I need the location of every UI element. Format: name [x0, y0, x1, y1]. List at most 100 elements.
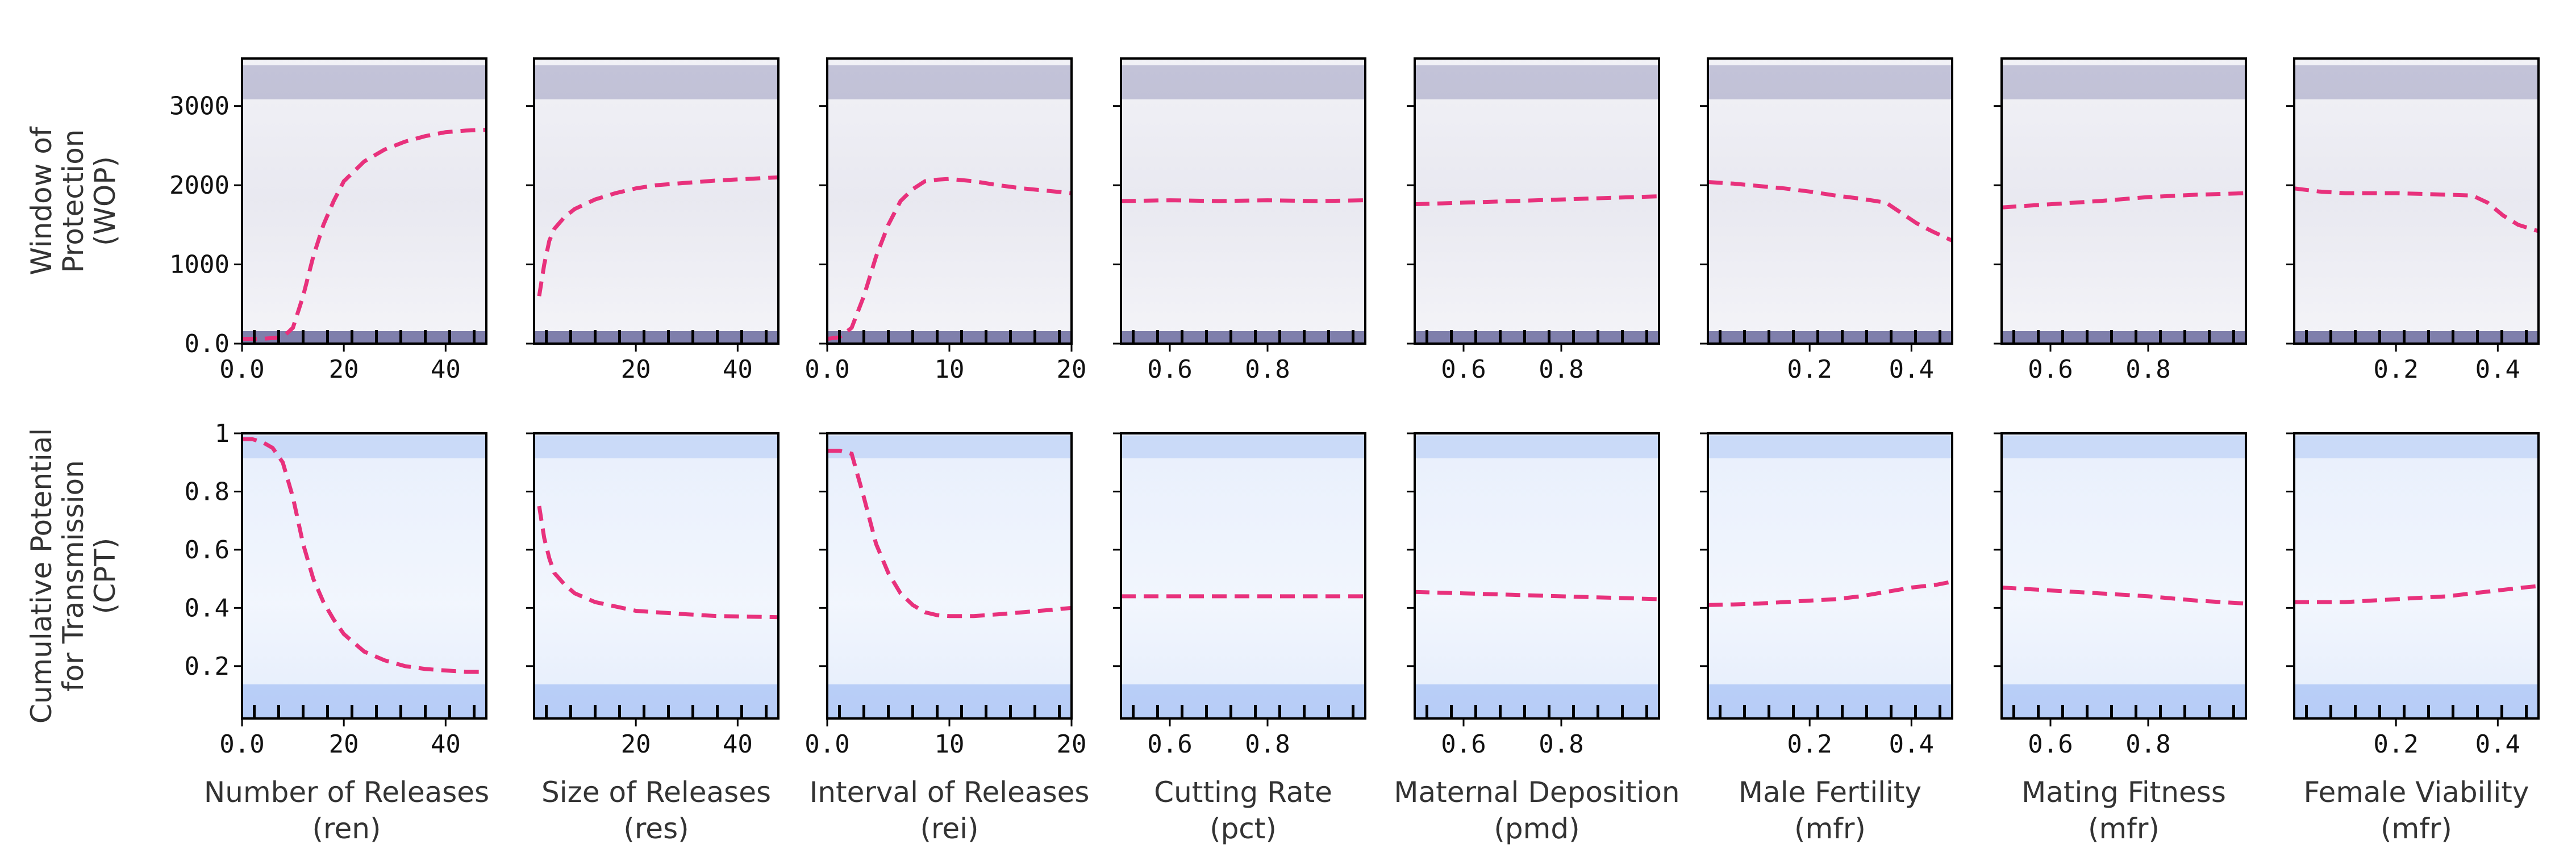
- x-tick-label: 0.6: [1147, 730, 1192, 759]
- x-tick-label: 0.6: [2028, 355, 2073, 384]
- column-label-line: (mfr): [2381, 812, 2452, 845]
- panel-cpt-4: 0.6 0.8: [1113, 432, 1366, 759]
- x-tick-label: 0.8: [2125, 355, 2170, 384]
- x-tick-label: 0.8: [2125, 730, 2170, 759]
- panel-cpt-5: 0.6 0.8: [1407, 432, 1660, 759]
- axes-frame: [1120, 432, 1366, 720]
- row-label-line: Window of: [25, 126, 58, 275]
- x-tick-label: 0.8: [1539, 355, 1583, 384]
- column-label-line: (res): [623, 812, 689, 845]
- trace-band-floor: [2294, 684, 2539, 718]
- trace-band-floor: [2002, 684, 2246, 718]
- y-tick-label: 0.6: [185, 536, 230, 565]
- column-label-line: Size of Releases: [541, 776, 771, 809]
- mean-line: [827, 449, 1072, 619]
- panel-wop-4: 0.6 0.8: [1113, 57, 1366, 384]
- trace-band-upper: [1121, 436, 1365, 458]
- trace-band-upper: [2294, 436, 2539, 458]
- plot-area: [1121, 433, 1365, 718]
- axes-frame: [2000, 57, 2247, 345]
- trace-band-upper: [534, 436, 778, 458]
- trace-cloud: [827, 58, 1072, 344]
- x-tick-label: 0.0: [805, 730, 849, 759]
- x-tick-label: 40: [723, 730, 753, 759]
- trace-band-upper: [2294, 65, 2539, 99]
- x-tick-label: 10: [935, 355, 965, 384]
- x-tick-label: 0.8: [1245, 730, 1290, 759]
- mean-line: [1708, 579, 1952, 607]
- plot-area: [242, 433, 486, 718]
- mean-line: [1415, 194, 1659, 207]
- trace-band-upper: [1415, 65, 1659, 99]
- x-tick-label: 0.6: [1147, 355, 1192, 384]
- y-tick-label: 1000: [169, 250, 230, 279]
- plot-area: [2294, 58, 2539, 344]
- mean-line: [1708, 180, 1952, 243]
- trace-cloud: [242, 433, 486, 718]
- column-label-line: Maternal Deposition: [1394, 776, 1679, 809]
- x-tick-label: 0.2: [2373, 355, 2418, 384]
- x-tick-label: 0.2: [1787, 355, 1832, 384]
- panel-wop-6: 0.2 0.4: [1700, 57, 1953, 384]
- column-label-line: Cutting Rate: [1154, 776, 1332, 809]
- trace-cloud: [1708, 433, 1952, 718]
- x-tick-label: 0.0: [805, 355, 849, 384]
- plot-area: [2002, 58, 2246, 344]
- y-tick-label: 0.4: [185, 594, 230, 622]
- mean-line: [2294, 186, 2539, 233]
- panel-wop-5: 0.6 0.8: [1407, 57, 1660, 384]
- row-label-line: Cumulative Potential: [25, 428, 58, 724]
- axes-frame: [2293, 432, 2540, 720]
- x-tick-label: 0.4: [2475, 355, 2520, 384]
- x-tick-label: 0.6: [1441, 730, 1486, 759]
- x-tick-label: 0.2: [2373, 730, 2418, 759]
- trace-cloud: [2294, 433, 2539, 718]
- x-tick-label: 20: [1057, 730, 1087, 759]
- axes-frame: [1414, 432, 1660, 720]
- column-label-line: Interval of Releases: [810, 776, 1090, 809]
- axes-frame: [533, 432, 780, 720]
- column-label-line: Number of Releases: [204, 776, 489, 809]
- x-tick-label: 0.6: [1441, 355, 1486, 384]
- trace-band-upper: [1121, 65, 1365, 99]
- panel-cpt-1: 0.2 0.4 0.6 0.8 1 0.0 20 40: [185, 419, 487, 759]
- mean-line: [2002, 586, 2246, 606]
- trace-band-upper: [1708, 65, 1952, 99]
- trace-band-upper: [827, 436, 1072, 458]
- axes-frame: [1120, 57, 1366, 345]
- panel-cpt-2: 20 40: [526, 432, 780, 759]
- x-tick-label: 40: [431, 355, 461, 384]
- x-tick-label: 0.6: [2028, 730, 2073, 759]
- y-tick-label: 0.8: [185, 477, 230, 506]
- trace-band-upper: [242, 65, 486, 99]
- trace-cloud: [2294, 58, 2539, 344]
- panel-cpt-3: 0.0 10 20: [805, 432, 1087, 759]
- column-label-line: (pct): [1210, 812, 1277, 845]
- plot-area: [1415, 58, 1659, 344]
- trace-band-upper: [2002, 436, 2246, 458]
- x-tick-label: 40: [431, 730, 461, 759]
- trace-band-upper: [827, 65, 1072, 99]
- column-label-line: Mating Fitness: [2021, 776, 2226, 809]
- plot-area: [1415, 433, 1659, 718]
- mean-line: [827, 177, 1072, 341]
- axes-frame: [2000, 432, 2247, 720]
- trace-band-floor: [1415, 684, 1659, 718]
- column-label-line: (ren): [312, 812, 381, 845]
- trace-cloud: [1415, 433, 1659, 718]
- trace-cloud: [2002, 433, 2246, 718]
- y-tick-label: 0.2: [185, 652, 230, 681]
- x-tick-label: 0.0: [219, 355, 264, 384]
- x-tick-label: 0.4: [1889, 730, 1934, 759]
- trace-band-upper: [534, 65, 778, 99]
- x-tick-label: 20: [329, 355, 359, 384]
- plot-area: [1121, 58, 1365, 344]
- y-tick-label: 2000: [169, 171, 230, 200]
- plot-area: [1708, 58, 1952, 344]
- x-tick-label: 20: [329, 730, 359, 759]
- row-label-line: (WOP): [89, 156, 122, 246]
- column-label-line: Female Viability: [2304, 776, 2529, 809]
- trace-band-upper: [2002, 65, 2246, 99]
- x-tick-label: 0.8: [1245, 355, 1290, 384]
